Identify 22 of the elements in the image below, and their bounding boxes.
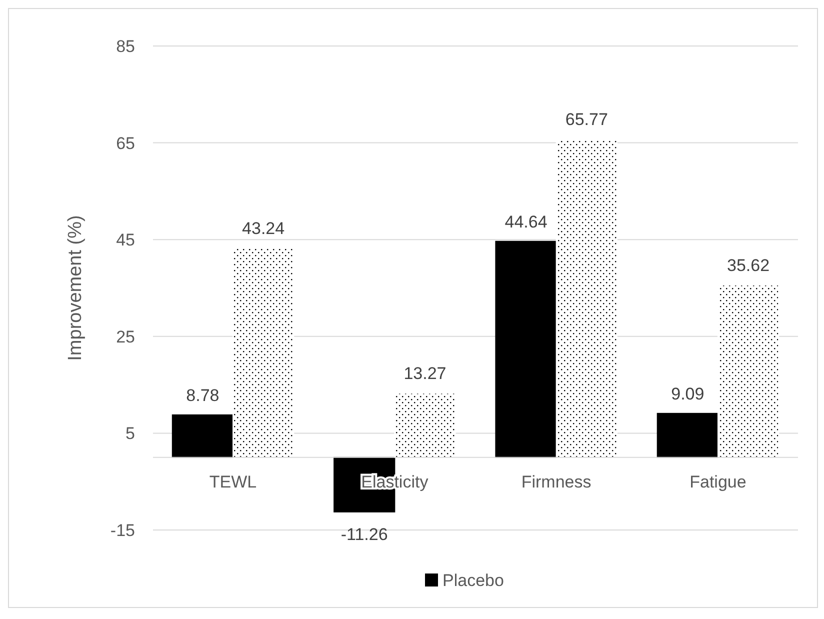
- bar: [172, 414, 234, 458]
- data-label: 65.77: [565, 110, 608, 130]
- data-label: 44.64: [504, 212, 548, 232]
- data-label: 9.09: [671, 384, 704, 404]
- x-tick-label: Firmness: [521, 472, 592, 492]
- y-tick-label: 65: [116, 134, 135, 153]
- data-label: 43.24: [242, 219, 285, 238]
- x-tick-label: TEWL: [209, 472, 257, 492]
- data-label: 35.62: [727, 256, 770, 275]
- data-label: 13.27: [404, 364, 446, 384]
- legend-label: Placebo: [442, 570, 504, 590]
- bar: [656, 412, 718, 458]
- data-label: 8.78: [186, 386, 220, 405]
- y-tick-label: 85: [116, 36, 135, 56]
- y-axis-title: Improvement (%): [65, 215, 86, 361]
- x-tick-label: Fatigue: [690, 472, 746, 492]
- y-tick-label: 45: [116, 230, 135, 250]
- y-tick-label: 25: [116, 327, 135, 346]
- data-label: -11.26: [340, 524, 388, 544]
- bar: [495, 240, 557, 458]
- y-tick-label: -15: [110, 520, 135, 540]
- y-tick-label: 5: [126, 424, 135, 444]
